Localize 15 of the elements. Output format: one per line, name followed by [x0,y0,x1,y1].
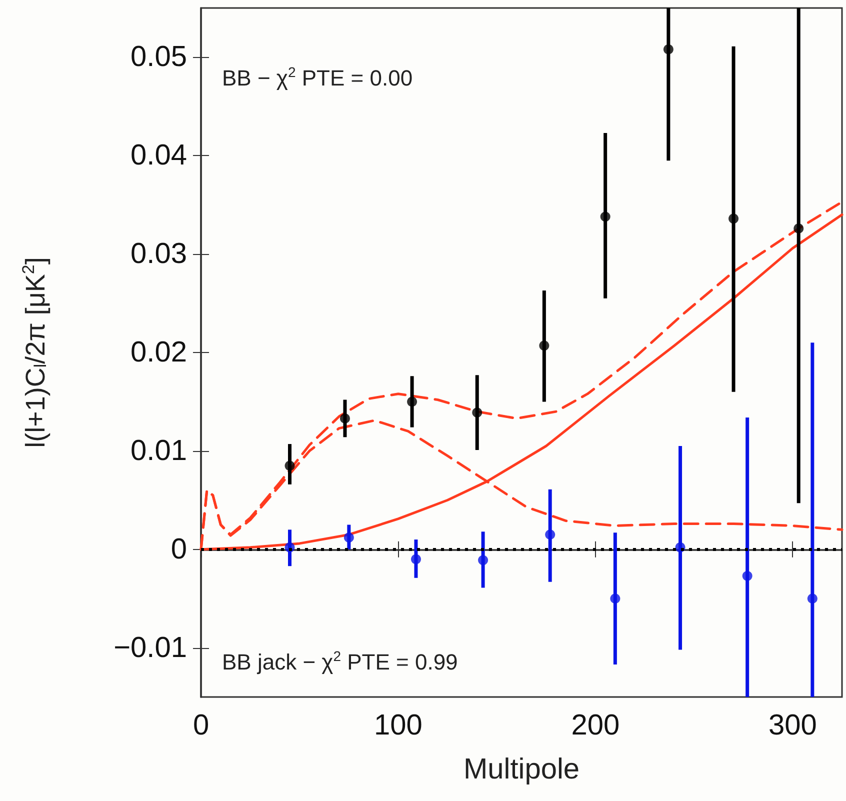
annotation: BB − χ$^{2}$ PTE = 0.00 [222,64,413,92]
x-tick-label: 200 [571,710,620,742]
y-tick-label: 0.04 [130,140,187,172]
y-tick-label: 0.03 [130,238,187,270]
y-tick-label: 0.05 [130,41,187,74]
y-tick-label: −0.01 [114,632,187,664]
y-tick-label: 0.01 [130,434,187,467]
x-tick-label: 100 [374,710,422,742]
y-axis-title: l(l+1)Cl/2π [μK2] [19,257,50,448]
x-tick-label: 300 [768,710,817,742]
annotation: BB jack − χ$^{2}$ PTE = 0.99 [222,648,458,676]
x-tick-label: 0 [192,710,210,742]
x-axis-title: Multipole [463,754,580,786]
y-tick-label: 0.02 [130,336,187,368]
y-tick-label: 0 [170,533,187,566]
